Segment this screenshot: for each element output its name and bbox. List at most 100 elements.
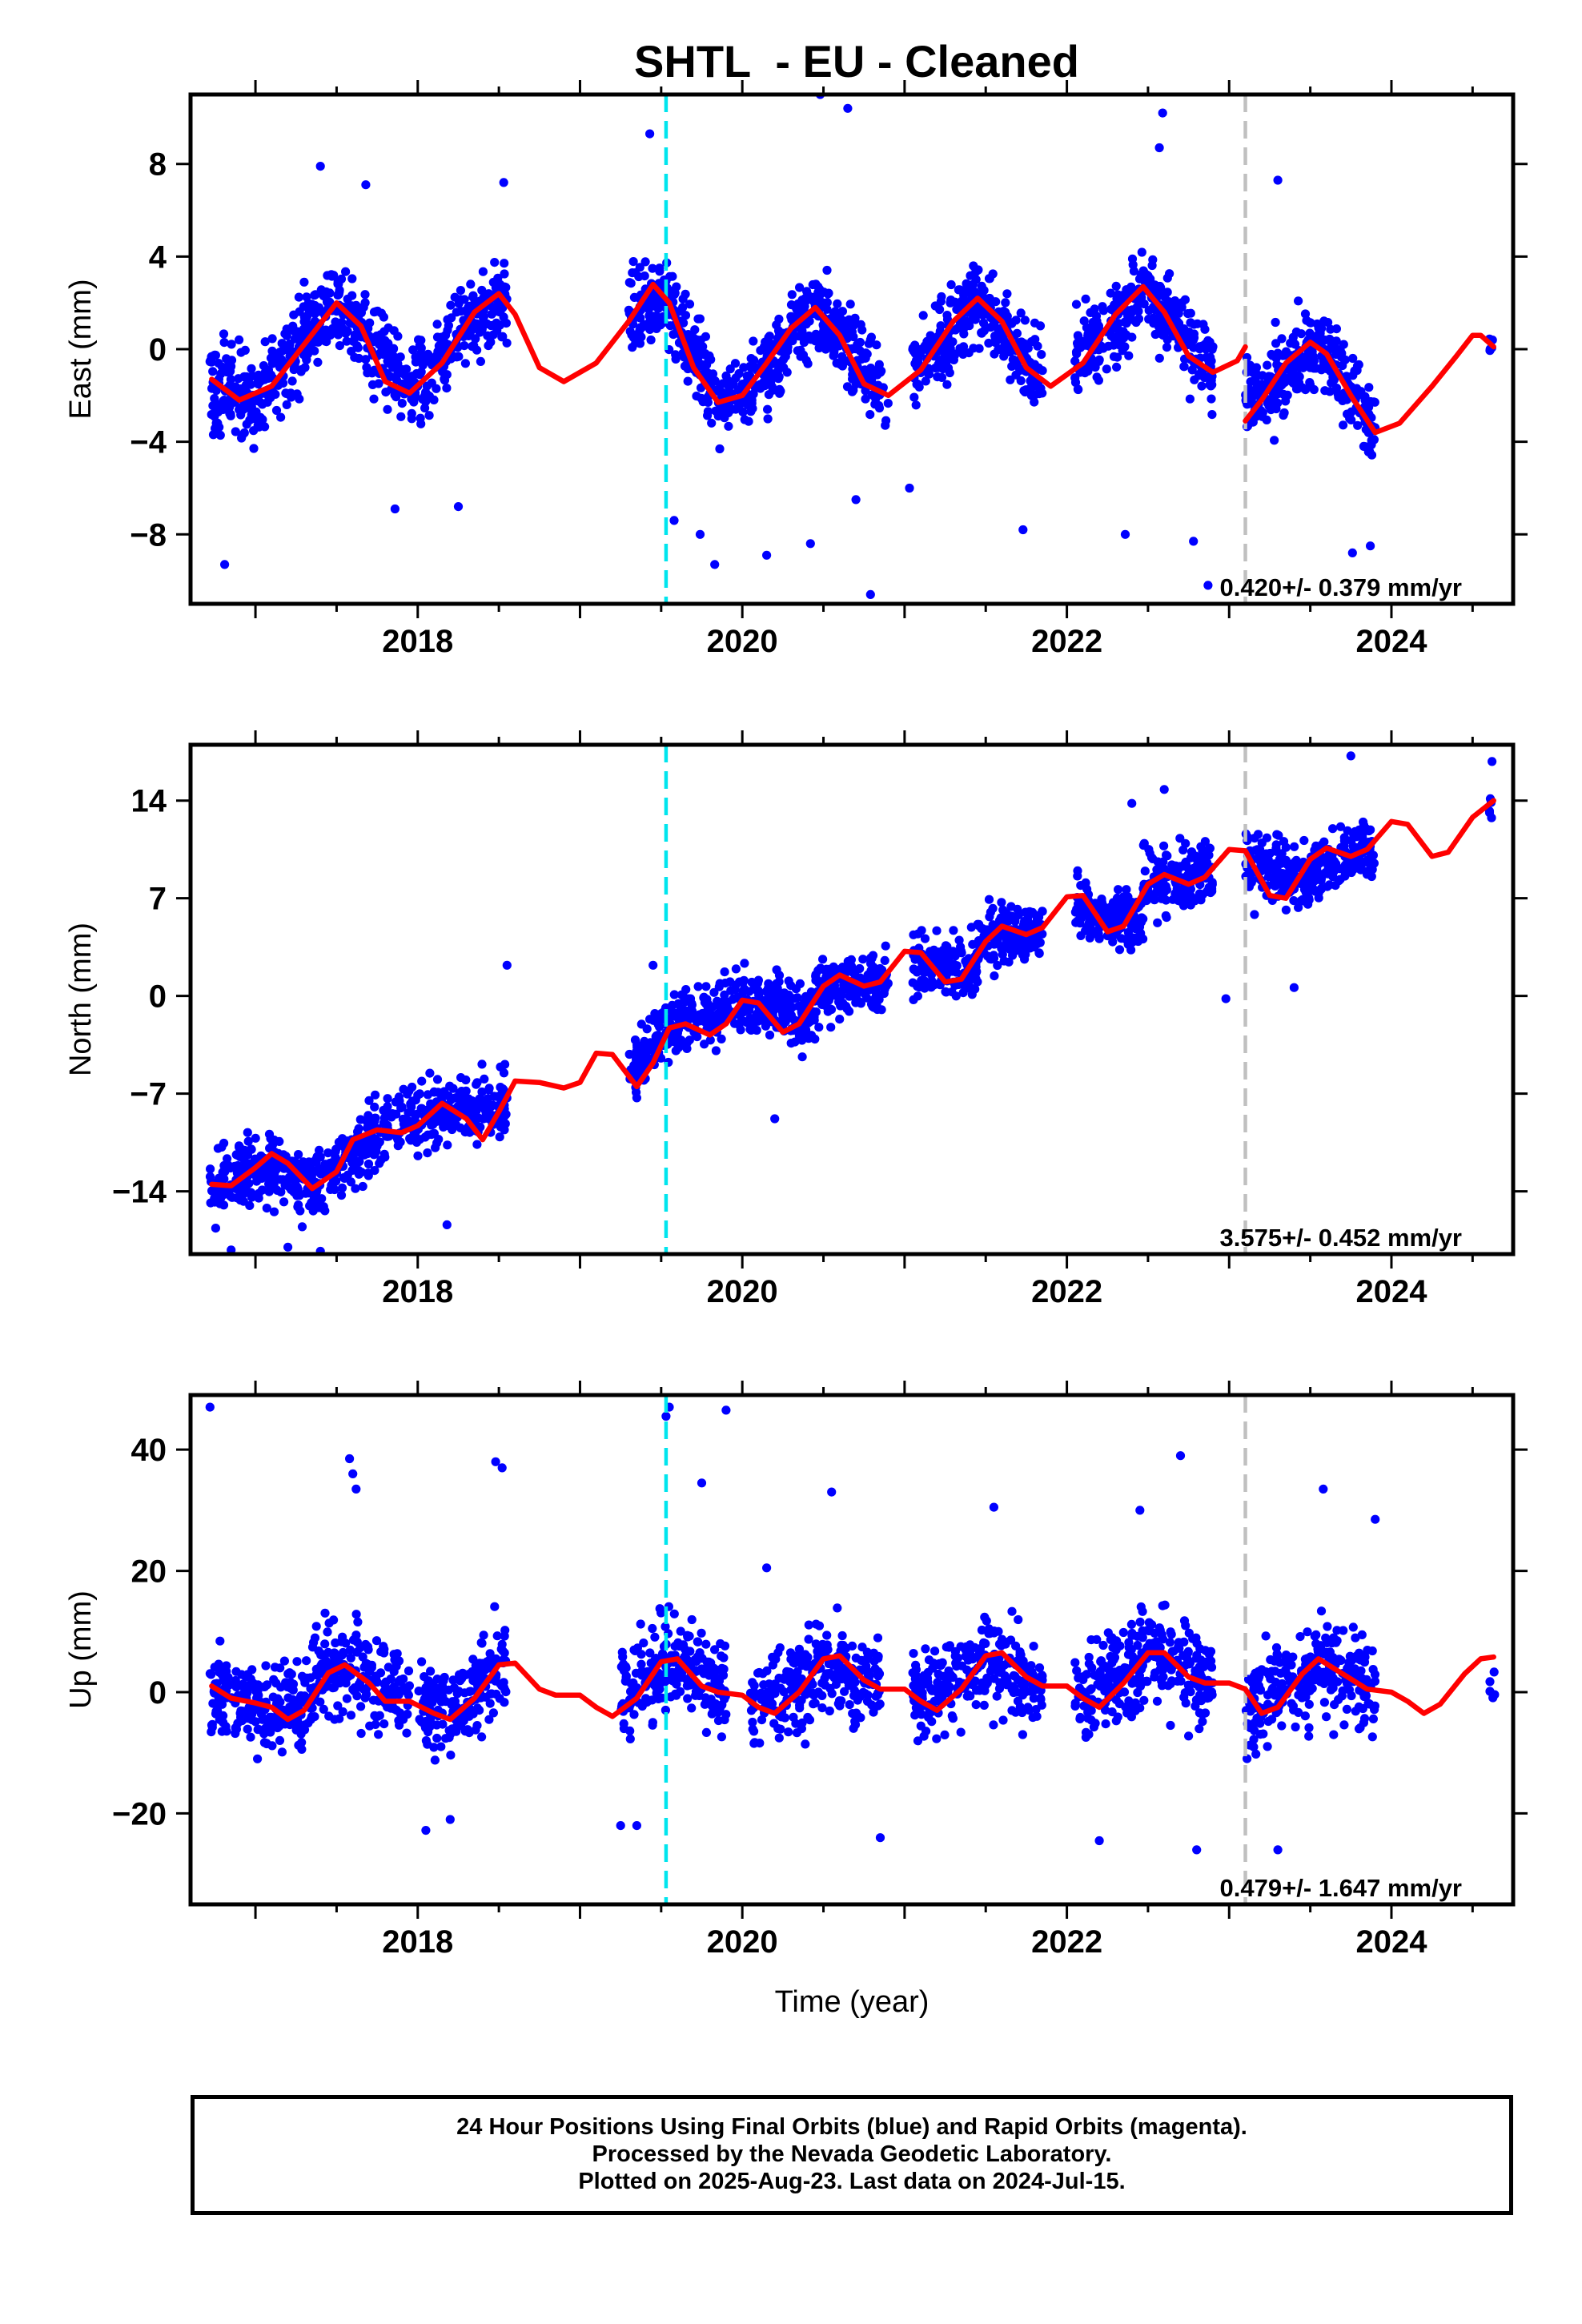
data-point: [1348, 353, 1358, 364]
data-point: [1150, 329, 1160, 340]
data-point: [500, 259, 509, 268]
data-point: [1128, 260, 1138, 270]
data-point: [720, 967, 729, 977]
data-point: [769, 359, 779, 368]
data-point: [867, 390, 877, 400]
data-point: [320, 1608, 330, 1618]
data-point: [959, 329, 969, 339]
data-point: [243, 1724, 252, 1734]
data-point: [909, 392, 919, 402]
data-point: [313, 357, 323, 367]
data-point: [826, 1023, 836, 1032]
x-tick-label: 2020: [707, 1274, 778, 1309]
data-point: [488, 277, 498, 287]
data-point: [640, 1054, 650, 1064]
data-point: [951, 991, 961, 1001]
data-point: [941, 987, 950, 996]
data-point: [261, 1723, 271, 1733]
data-point: [236, 403, 246, 412]
data-point: [1334, 876, 1343, 886]
data-point: [443, 1112, 452, 1121]
data-point: [294, 292, 303, 302]
data-point: [387, 1112, 396, 1122]
data-point: [375, 330, 385, 340]
data-point: [653, 304, 663, 313]
data-point: [1073, 866, 1082, 875]
data-point: [709, 987, 719, 997]
data-points: [205, 94, 1497, 600]
data-point: [231, 1724, 241, 1734]
data-point: [1291, 384, 1302, 394]
data-point: [940, 352, 950, 362]
data-point: [990, 338, 1000, 348]
data-point: [747, 399, 757, 408]
data-point: [315, 1152, 325, 1162]
data-point: [341, 267, 351, 276]
y-tick-label: −7: [130, 1077, 167, 1112]
data-point: [323, 1627, 332, 1637]
data-point: [854, 997, 864, 1007]
data-points: [205, 1402, 1500, 1855]
data-point: [329, 1683, 339, 1692]
data-point: [908, 978, 917, 987]
data-point: [1029, 336, 1038, 347]
data-point: [371, 1636, 382, 1646]
data-point: [1288, 370, 1298, 380]
data-point: [683, 376, 693, 386]
data-point: [270, 1663, 280, 1672]
data-point: [238, 430, 247, 440]
data-point: [735, 977, 745, 987]
data-point: [776, 386, 785, 396]
data-point: [240, 345, 250, 355]
data-point: [791, 304, 801, 313]
data-point: [1034, 948, 1044, 958]
data-point: [1252, 845, 1262, 854]
data-point: [235, 335, 244, 344]
data-point: [1006, 375, 1015, 384]
data-point: [502, 338, 512, 348]
data-point: [383, 1094, 392, 1104]
data-point: [472, 345, 482, 355]
data-point: [1183, 309, 1193, 319]
data-point: [259, 1682, 269, 1691]
data-point: [1207, 409, 1217, 420]
data-point: [851, 495, 861, 505]
data-point: [1207, 394, 1216, 404]
data-point: [858, 955, 868, 964]
data-point: [1153, 282, 1162, 292]
data-point: [333, 330, 343, 340]
data-point: [262, 369, 271, 380]
data-point: [978, 318, 989, 328]
data-point: [479, 1114, 488, 1124]
data-point: [333, 277, 343, 287]
data-point: [247, 410, 256, 420]
data-point: [243, 1128, 252, 1137]
data-point: [342, 1694, 351, 1703]
data-point: [630, 1035, 640, 1045]
data-point: [804, 331, 814, 341]
data-point: [414, 335, 424, 344]
data-point: [1120, 529, 1130, 539]
data-point: [1206, 374, 1215, 384]
data-point: [321, 1656, 331, 1666]
data-point: [1023, 915, 1033, 925]
data-point: [215, 422, 224, 432]
data-point: [1079, 316, 1089, 326]
data-point: [381, 388, 391, 397]
data-point: [998, 905, 1008, 915]
data-point: [1335, 822, 1346, 831]
data-point: [774, 977, 784, 987]
data-point: [1205, 843, 1215, 853]
data-point: [628, 257, 638, 267]
data-point: [223, 1154, 232, 1164]
data-point: [766, 988, 777, 998]
data-point: [310, 1712, 319, 1722]
data-point: [1289, 983, 1299, 992]
data-point: [645, 1038, 655, 1047]
data-point: [990, 349, 999, 359]
data-point: [759, 377, 769, 387]
data-point: [477, 285, 487, 296]
data-point: [272, 358, 282, 368]
data-point: [429, 1088, 439, 1097]
data-point: [1271, 317, 1280, 328]
